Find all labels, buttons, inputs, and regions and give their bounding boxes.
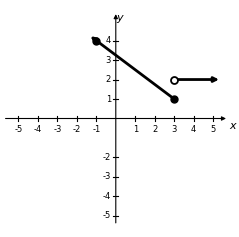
Text: -4: -4 [103,192,111,201]
Text: 2: 2 [106,75,111,84]
Text: y: y [116,13,123,23]
Text: 4: 4 [191,125,196,134]
Text: 5: 5 [211,125,216,134]
Text: 3: 3 [106,55,111,64]
Text: -5: -5 [103,211,111,220]
Text: 4: 4 [106,36,111,45]
Text: -3: -3 [53,125,61,134]
Text: -1: -1 [92,125,100,134]
Text: -4: -4 [34,125,42,134]
Text: x: x [230,121,236,131]
Text: 1: 1 [133,125,138,134]
Text: 1: 1 [106,95,111,104]
Text: -2: -2 [103,153,111,162]
Text: -5: -5 [14,125,22,134]
Text: -2: -2 [73,125,81,134]
Text: 2: 2 [152,125,158,134]
Text: 3: 3 [172,125,177,134]
Text: -3: -3 [103,173,111,182]
